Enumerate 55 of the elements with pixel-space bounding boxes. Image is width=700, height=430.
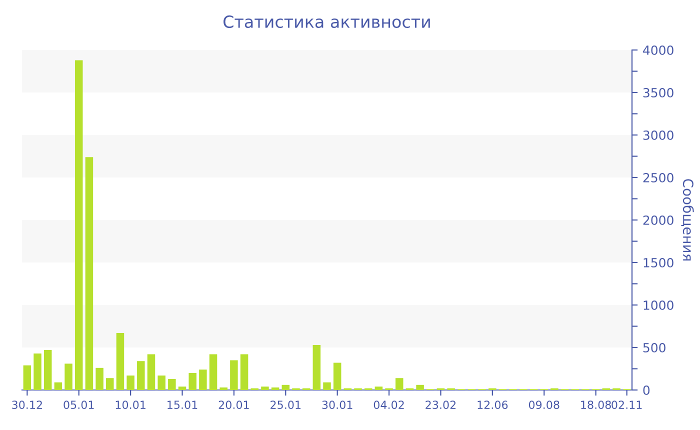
chart-title: Статистика активности <box>224 15 430 28</box>
bar <box>64 364 72 390</box>
bar <box>178 386 186 390</box>
x-tick-label: 10.01 <box>116 400 146 410</box>
bar <box>240 354 248 390</box>
bar <box>395 378 404 390</box>
y-tick-label: 3500 <box>643 88 674 98</box>
y-tick-label: 2500 <box>643 172 674 182</box>
y-tick-label: 4000 <box>643 45 674 55</box>
bar <box>34 353 42 390</box>
y-tick-label: 1500 <box>644 258 674 268</box>
bar <box>85 157 94 390</box>
bar <box>74 60 83 390</box>
bar <box>137 361 145 390</box>
bar <box>416 384 424 390</box>
bar <box>312 344 321 390</box>
bar <box>44 350 52 390</box>
y-tick-label: 0 <box>643 385 650 395</box>
bar <box>188 373 196 390</box>
x-tick-label: 02.11 <box>612 400 642 410</box>
bar <box>209 354 218 390</box>
bar <box>106 378 114 390</box>
bar <box>199 370 207 390</box>
bar <box>158 376 166 390</box>
x-tick-label: 09.08 <box>528 400 560 410</box>
bar <box>282 384 290 390</box>
x-tick-label: 30.01 <box>322 400 352 410</box>
x-tick-label: 20.01 <box>218 400 249 410</box>
bar <box>220 387 228 390</box>
bar <box>96 368 104 390</box>
bar <box>126 376 134 390</box>
y-tick-label: 1000 <box>644 300 674 310</box>
bar <box>261 386 269 390</box>
bar <box>54 382 62 390</box>
bar <box>147 354 156 390</box>
y-tick-label: 2000 <box>643 215 674 225</box>
x-tick-label: 15.01 <box>168 400 198 410</box>
x-tick-label: 04.02 <box>374 400 404 410</box>
x-tick-label: 23.02 <box>426 400 456 410</box>
bar <box>374 386 383 390</box>
bar <box>230 360 238 390</box>
x-tick-label: 25.01 <box>270 400 301 410</box>
bar <box>323 382 331 390</box>
x-tick-label: 05.01 <box>64 400 94 410</box>
y-tick-label: 500 <box>643 342 666 352</box>
bar <box>271 387 280 390</box>
x-tick-label: 18.08 <box>581 400 611 410</box>
bar <box>168 378 176 390</box>
y-axis-title: Сообщения <box>681 179 694 260</box>
bar <box>333 362 342 390</box>
x-tick-label: 30.12 <box>12 400 42 410</box>
y-tick-label: 3000 <box>643 130 674 140</box>
x-tick-label: 12.06 <box>478 400 508 410</box>
bar <box>116 333 124 390</box>
bar <box>23 365 32 390</box>
